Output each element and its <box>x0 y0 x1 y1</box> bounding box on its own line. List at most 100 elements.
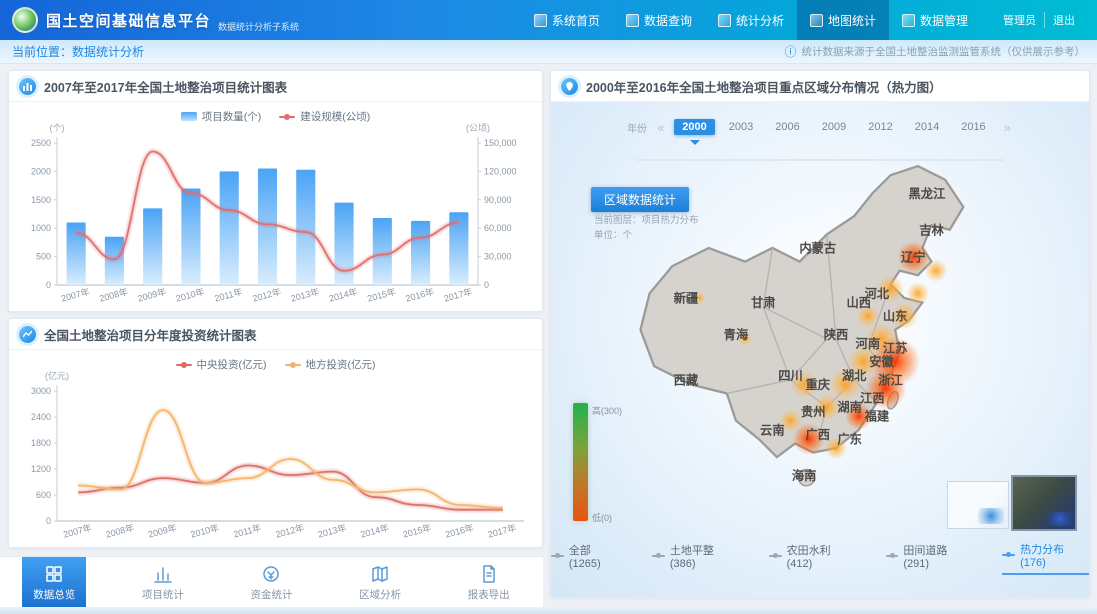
svg-text:60,000: 60,000 <box>484 223 512 233</box>
svg-text:500: 500 <box>36 252 51 262</box>
year-chip[interactable]: 2009 <box>821 121 847 133</box>
tab-label: 系统首页 <box>551 13 600 28</box>
bottom-nav-item[interactable]: 资金统计 <box>239 557 303 609</box>
year-slider-track[interactable] <box>636 159 1004 161</box>
panel-title: 2007年至2017年全国土地整治项目统计图表 <box>44 80 288 95</box>
province-label[interactable]: 江西 <box>860 391 885 406</box>
panel-header: 2007年至2017年全国土地整治项目统计图表 <box>9 71 542 102</box>
province-label[interactable]: 海南 <box>792 468 817 483</box>
legend-item[interactable]: 地方投资(亿元) <box>284 357 376 372</box>
svg-text:1500: 1500 <box>31 195 51 205</box>
svg-text:2015年: 2015年 <box>402 522 433 540</box>
basemap-satellite-thumbnail[interactable] <box>1011 475 1077 531</box>
nav-tab[interactable]: 数据管理 <box>889 0 981 40</box>
province-label[interactable]: 四川 <box>778 369 803 383</box>
legend-item[interactable]: 项目数量(个) <box>180 109 261 124</box>
layer-tab-icon <box>550 553 564 558</box>
map-layer-tab[interactable]: 田间道路(291) <box>885 541 973 575</box>
overview-icon <box>46 566 63 582</box>
province-label[interactable]: 广西 <box>806 427 831 442</box>
tab-icon <box>717 13 731 27</box>
province-label[interactable]: 湖南 <box>837 400 862 415</box>
province-label[interactable]: 甘肃 <box>751 295 776 310</box>
tab-icon <box>809 13 823 27</box>
bottom-nav-bar: 数据总览 项目统计 资金统计 区域分析 报表导出 <box>0 556 543 609</box>
svg-text:0: 0 <box>46 280 51 290</box>
tab-label: 统计分析 <box>735 13 784 28</box>
province-label[interactable]: 江苏 <box>883 341 908 356</box>
nav-tab[interactable]: 地图统计 <box>796 0 889 40</box>
breadcrumb: 当前位置：数据统计分析 <box>12 45 145 59</box>
province-label[interactable]: 内蒙古 <box>799 240 836 255</box>
svg-text:2400: 2400 <box>31 412 51 422</box>
panel-title: 全国土地整治项目分年度投资统计图表 <box>44 328 257 343</box>
province-label[interactable]: 贵州 <box>801 404 826 419</box>
prev-year-arrow[interactable]: « <box>657 119 665 135</box>
province-label[interactable]: 青海 <box>724 327 749 342</box>
legend-label: 建设规模(公顷) <box>300 111 371 123</box>
year-chip[interactable]: 2016 <box>961 121 986 133</box>
basemap-vector-thumbnail[interactable] <box>947 481 1009 529</box>
province-label[interactable]: 黑龙江 <box>909 186 947 201</box>
nav-tab[interactable]: 数据查询 <box>613 0 705 40</box>
gradient-low-label: 低(0) <box>592 513 612 523</box>
svg-text:600: 600 <box>36 490 51 500</box>
year-chip[interactable]: 2014 <box>914 121 940 133</box>
bottom-nav-item[interactable]: 项目统计 <box>131 557 195 609</box>
line-chart[interactable]: 中央投资(亿元) 地方投资(亿元) 0 600 1200 1800 2400 3000 (亿元… <box>9 349 542 547</box>
svg-text:2017年: 2017年 <box>443 286 474 304</box>
bottom-nav-active-item[interactable]: 数据总览 <box>22 557 87 609</box>
tab-label: 数据查询 <box>643 13 692 28</box>
province-label[interactable]: 重庆 <box>806 377 831 392</box>
province-label[interactable]: 新疆 <box>674 291 699 306</box>
province-label[interactable]: 广东 <box>837 431 862 446</box>
province-label[interactable]: 福建 <box>864 409 890 424</box>
province-label[interactable]: 吉林 <box>919 222 944 237</box>
nav-tab[interactable]: 系统首页 <box>521 0 613 40</box>
province-label[interactable]: 安徽 <box>869 354 894 369</box>
province-label[interactable]: 浙江 <box>878 372 903 387</box>
svg-text:2000: 2000 <box>31 166 51 176</box>
bar-line-chart[interactable]: 项目数量(个) 建设规模(公顷) 0 500 1000 1500 2000 2500 0 30,… <box>9 101 542 311</box>
chart-legend: 项目数量(个) 建设规模(公顷) <box>9 109 542 124</box>
province-label[interactable]: 陕西 <box>824 327 849 342</box>
province-label[interactable]: 山东 <box>883 309 908 324</box>
nav-tab[interactable]: 统计分析 <box>705 0 797 40</box>
province-label[interactable]: 山西 <box>846 295 871 310</box>
user-name[interactable]: 管理员 <box>1003 15 1036 27</box>
province-label[interactable]: 辽宁 <box>901 250 926 265</box>
china-heat-map[interactable]: 新疆西藏 青海 甘肃 内蒙古 黑龙江吉林辽宁河北山东 山西陕西 河南 江苏 安徽 湖北 四川 重庆 湖南… <box>603 157 1069 589</box>
svg-text:(个): (个) <box>50 123 65 133</box>
svg-text:(公顷): (公顷) <box>466 123 490 133</box>
svg-text:2017年: 2017年 <box>486 522 517 540</box>
bar-icon <box>154 567 172 583</box>
svg-text:150,000: 150,000 <box>484 138 517 148</box>
year-chip[interactable]: 2012 <box>868 121 893 133</box>
province-label[interactable]: 湖北 <box>842 368 867 383</box>
svg-text:120,000: 120,000 <box>484 166 517 176</box>
logout-link[interactable]: 退出 <box>1044 12 1083 28</box>
year-chip[interactable]: 2000 <box>674 119 715 135</box>
legend-label: 中央投资(亿元) <box>196 359 267 371</box>
bottom-nav-item[interactable]: 区域分析 <box>348 557 412 609</box>
bottom-nav-item[interactable]: 报表导出 <box>457 557 521 609</box>
province-label[interactable]: 河南 <box>856 336 881 351</box>
year-chip[interactable]: 2006 <box>775 121 800 133</box>
province-label[interactable]: 西藏 <box>674 372 699 387</box>
svg-text:2014年: 2014年 <box>328 286 359 304</box>
map-layer-tab[interactable]: 热力分布(176) <box>1002 541 1090 575</box>
svg-text:2009年: 2009年 <box>147 522 178 540</box>
province-label[interactable]: 河北 <box>865 286 890 301</box>
map-layer-tab[interactable]: 全部(1265) <box>550 541 622 575</box>
layer-stats-button[interactable]: 区域数据统计 <box>591 187 690 212</box>
svg-text:2007年: 2007年 <box>60 286 91 304</box>
year-chip[interactable]: 2003 <box>728 121 754 133</box>
province-label[interactable]: 云南 <box>760 422 785 437</box>
legend-item[interactable]: 中央投资(亿元) <box>175 357 267 372</box>
legend-item[interactable]: 建设规模(公顷) <box>279 109 370 124</box>
map-layer-tab[interactable]: 农田水利(412) <box>768 541 856 575</box>
next-year-arrow[interactable]: » <box>1003 119 1011 135</box>
map-layer-tab[interactable]: 土地平整(386) <box>652 541 739 575</box>
app-subtitle: 数据统计分析子系统 <box>218 21 300 32</box>
